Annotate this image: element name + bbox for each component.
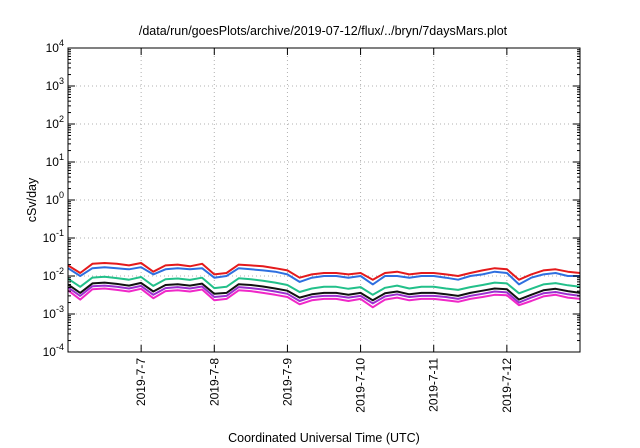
y-tick-label: 104 <box>46 38 64 55</box>
y-tick-label: 103 <box>46 76 64 93</box>
y-tick-label: 10-2 <box>43 266 64 283</box>
chart-title: /data/run/goesPlots/archive/2019-07-12/f… <box>139 24 508 38</box>
y-tick-label: 101 <box>46 152 64 169</box>
x-tick-label: 2019-7-12 <box>500 358 514 413</box>
x-tick-label: 2019-7-10 <box>354 358 368 413</box>
series-line-4 <box>67 281 581 302</box>
x-tick-label: 2019-7-7 <box>134 358 148 406</box>
y-tick-label: 102 <box>46 114 64 131</box>
x-tick-label: 2019-7-11 <box>427 358 441 412</box>
y-tick-label: 10-1 <box>43 228 64 245</box>
x-axis: 2019-7-7 2019-7-8 2019-7-9 2019-7-10 2019-7-… <box>134 48 514 413</box>
y-axis-label: cSv/day <box>25 177 39 222</box>
series-lines <box>67 262 581 309</box>
series-line-2 <box>67 266 580 286</box>
x-axis-label: Coordinated Universal Time (UTC) <box>228 431 420 445</box>
y-tick-label: 100 <box>46 190 64 207</box>
x-tick-label: 2019-7-9 <box>280 358 294 406</box>
series-line-5 <box>67 284 581 305</box>
series-line-3 <box>67 275 581 296</box>
y-tick-label: 10-3 <box>43 304 64 321</box>
series-line-6 <box>67 287 581 309</box>
y-tick-label: 10-4 <box>43 342 64 359</box>
x-tick-label: 2019-7-8 <box>207 358 221 406</box>
y-axis: 10-4 10-3 10-2 10-1 100 101 102 103 104 <box>43 38 580 359</box>
series-line-1 <box>67 262 581 281</box>
grid-lines <box>68 48 580 352</box>
